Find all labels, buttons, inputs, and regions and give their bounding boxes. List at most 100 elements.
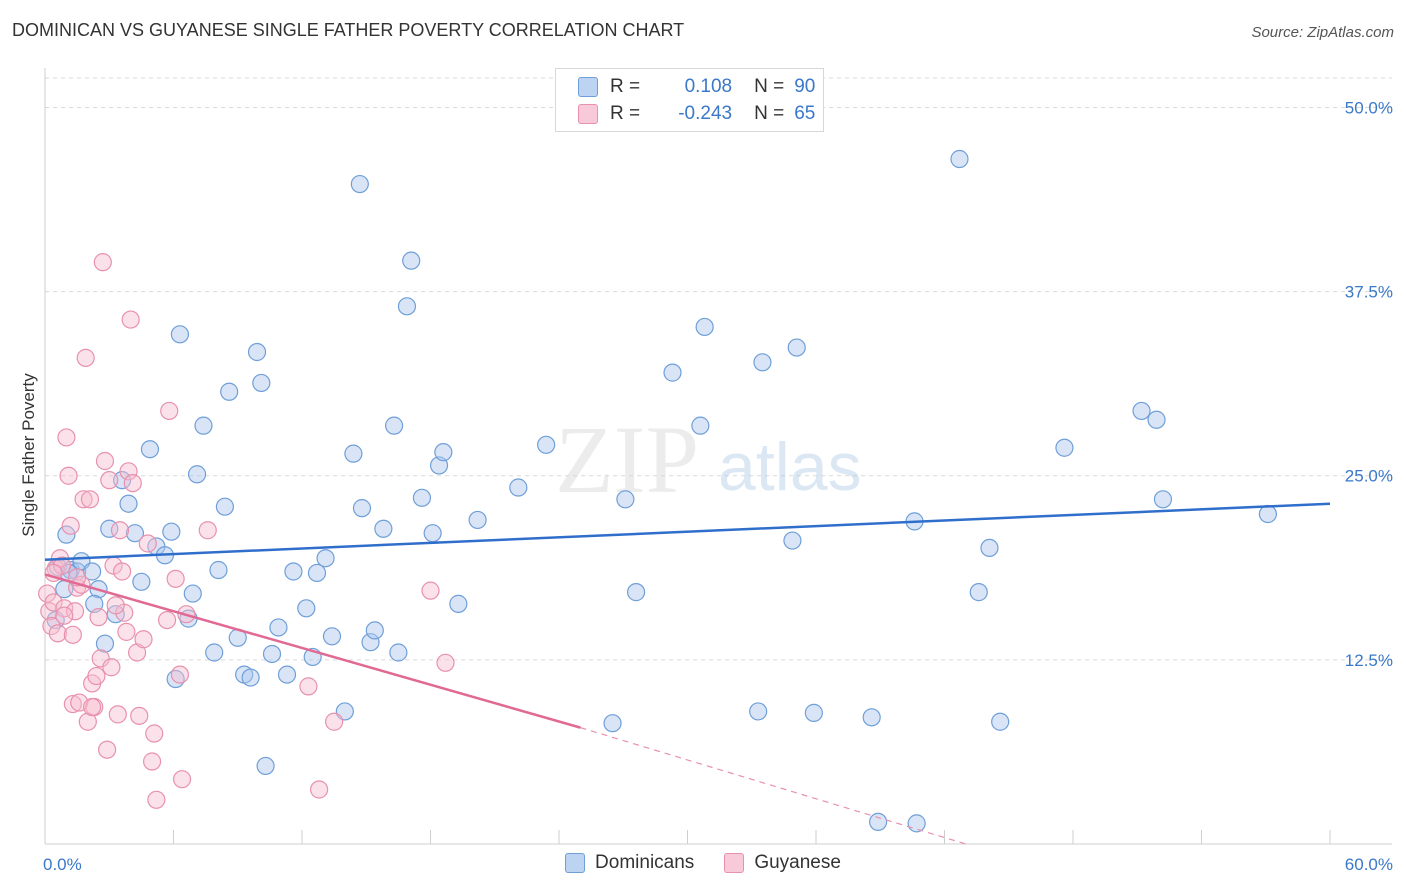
dominicans-point: [194, 416, 213, 435]
dominicans-point: [1055, 438, 1074, 457]
dominicans-point: [256, 756, 275, 776]
dominicans-point: [862, 708, 881, 727]
n-label: N =: [754, 76, 785, 97]
guyanese-point: [100, 471, 119, 490]
r-label: R =: [610, 103, 641, 124]
n-label: N =: [754, 103, 785, 124]
guyanese-point: [108, 705, 127, 724]
dominicans-point: [783, 531, 802, 550]
dominicans-point: [434, 443, 453, 462]
series-dominicans-points: [46, 149, 1277, 833]
guyanese-point: [87, 666, 106, 686]
dominicans-point: [125, 524, 145, 543]
dominicans-point: [205, 643, 224, 662]
watermark-zip: ZIP: [555, 406, 699, 513]
y-axis-label: Single Father Poverty: [19, 373, 38, 537]
guyanese-point: [74, 490, 93, 509]
dominicans-point: [297, 599, 316, 618]
dominicans-point: [57, 525, 76, 544]
dominicans-point: [397, 297, 417, 316]
stats-row-dominicans: R = 0.108 N = 90: [578, 75, 815, 99]
y-tick-label: 25.0%: [1345, 467, 1393, 486]
dominicans-point: [132, 572, 151, 591]
dominicans-point: [170, 325, 190, 344]
dominicans-point: [162, 522, 181, 541]
dominicans-point: [468, 510, 487, 530]
y-tick-label: 12.5%: [1345, 651, 1393, 670]
guyanese-point: [119, 462, 138, 481]
points-layer: [38, 149, 1277, 833]
guyanese-point: [170, 665, 190, 684]
dominicans-swatch: [578, 77, 598, 97]
x-tick-label: 60.0%: [1345, 855, 1393, 874]
guyanese-point: [59, 466, 78, 485]
guyanese-point: [138, 534, 157, 553]
dominicans-point: [804, 703, 823, 722]
stats-legend: R = 0.108 N = 90 R = -0.243 N = 65: [555, 68, 824, 132]
dominicans-point: [277, 665, 297, 684]
guyanese-point: [42, 616, 61, 636]
dominicans-point: [322, 627, 342, 646]
legend-item-guyanese[interactable]: Guyanese: [724, 852, 841, 874]
dominicans-point: [626, 583, 646, 602]
guyanese-point: [57, 428, 76, 447]
dominicans-point: [241, 668, 260, 687]
guyanese-point: [121, 310, 140, 329]
guyanese-point: [110, 521, 130, 540]
dominicans-point: [603, 714, 622, 733]
guyanese-point: [117, 622, 136, 641]
dominicans-point: [1132, 401, 1151, 421]
legend-item-dominicans[interactable]: Dominicans: [565, 852, 694, 874]
dominicans-point: [209, 560, 228, 580]
dominicans-point: [119, 494, 138, 513]
dominicans-point: [980, 538, 999, 558]
dominicans-point: [140, 440, 160, 459]
dominicans-trendline: [44, 502, 1331, 561]
dominicans-point: [344, 444, 363, 463]
legend-label: Guyanese: [754, 852, 841, 873]
dominicans-point: [402, 251, 421, 270]
dominicans-point: [183, 584, 202, 603]
guyanese-point: [130, 706, 149, 725]
guyanese-point: [48, 624, 67, 643]
grid-layer: [45, 77, 1392, 661]
guyanese-point: [106, 596, 125, 615]
guyanese-point: [145, 724, 164, 743]
trend-layer: [44, 502, 1331, 845]
dominicans-point: [220, 382, 239, 401]
source-credit: Source: ZipAtlas.com: [1251, 24, 1394, 41]
guyanese-trendline-extension: [580, 727, 967, 845]
dominicans-point: [509, 478, 528, 497]
guyanese-point: [83, 697, 102, 717]
guyanese-point: [123, 473, 142, 493]
guyanese-point: [61, 516, 80, 535]
guyanese-point: [55, 606, 74, 625]
dominicans-point: [991, 712, 1010, 731]
n-value: 90: [794, 76, 816, 97]
watermark: ZIP atlas: [555, 406, 862, 513]
x-tick-label: 0.0%: [43, 855, 82, 874]
dominicans-point: [449, 594, 468, 613]
guyanese-point: [76, 348, 95, 367]
dominicans-point: [663, 363, 682, 382]
guyanese-point: [89, 608, 108, 627]
dominicans-point: [749, 702, 768, 721]
guyanese-point: [436, 653, 455, 672]
guyanese-point: [98, 740, 117, 759]
series-legend: Dominicans Guyanese: [0, 852, 1406, 874]
dominicans-point: [215, 497, 234, 516]
dominicans-point: [423, 524, 442, 543]
dominicans-point: [269, 618, 288, 637]
dominicans-point: [389, 643, 408, 662]
dominicans-point: [1147, 410, 1166, 429]
guyanese-trendline: [44, 573, 581, 729]
guyanese-point: [142, 752, 162, 771]
dominicans-point: [374, 519, 393, 538]
axis-layer: 12.5% 25.0% 37.5% 50.0% 0.0% 60.0%: [43, 68, 1393, 874]
guyanese-point: [310, 780, 329, 799]
dominicans-point: [352, 499, 372, 518]
guyanese-point: [325, 712, 344, 731]
dominicans-point: [316, 549, 335, 568]
legend-label: Dominicans: [595, 852, 695, 873]
